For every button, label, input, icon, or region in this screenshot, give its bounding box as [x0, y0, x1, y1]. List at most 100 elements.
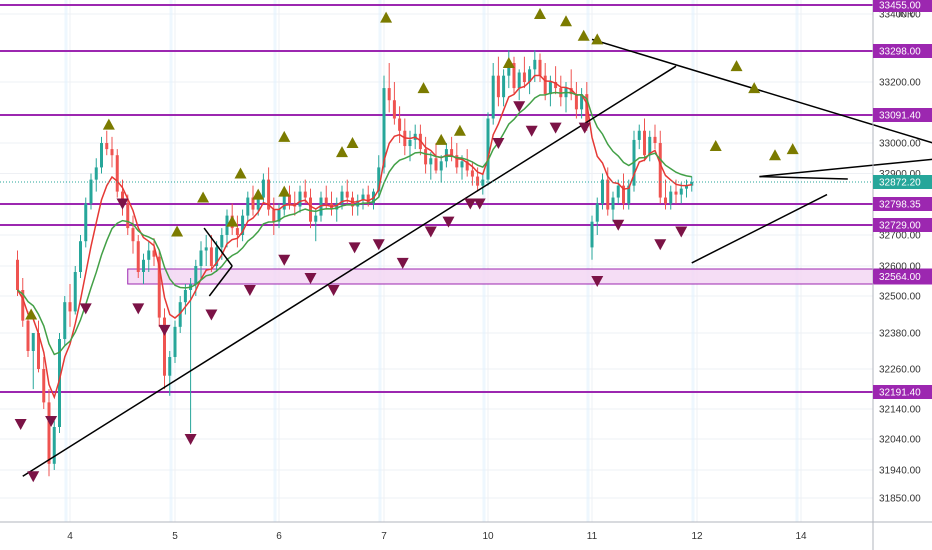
candle-body: [267, 179, 271, 210]
trendline[interactable]: [759, 152, 932, 178]
candle-body: [455, 155, 459, 168]
candle-body: [616, 185, 620, 198]
time-tick-label: 7: [381, 531, 387, 542]
level-price-label: 32191.40: [879, 388, 921, 399]
candle-body: [496, 75, 500, 98]
sell-signal-triangle: [464, 198, 477, 210]
horizontal-levels: [0, 4, 873, 393]
candle-body: [627, 185, 631, 204]
candle-body: [460, 161, 464, 168]
sell-signal-triangle: [424, 226, 437, 238]
candle-body: [669, 191, 673, 204]
candle-body: [450, 149, 454, 156]
level-price-label-bg: [873, 44, 932, 58]
trendline[interactable]: [759, 175, 848, 180]
candle-body: [256, 197, 260, 210]
trendline[interactable]: [203, 227, 233, 267]
candle-body: [209, 247, 213, 266]
candle-body: [68, 302, 72, 312]
price-labels: 33455.00 33298.00 33091.40 32798.35 32729.00…: [0, 0, 932, 399]
price-tick-label: 33000.00: [879, 139, 921, 150]
candle-body: [476, 176, 480, 186]
buy-signal-triangle: [769, 149, 781, 161]
candle-body: [517, 72, 521, 89]
signal-markers: [14, 8, 799, 483]
price-axis[interactable]: 33400.00 33200.00 33000.00 32900.00 32700.00…: [879, 10, 921, 505]
sell-signal-triangle: [549, 122, 562, 134]
candle-body: [548, 82, 552, 95]
candle-body: [199, 250, 203, 266]
sell-signal-triangle: [473, 198, 486, 210]
candle-body: [491, 75, 495, 119]
price-tick-label: 32260.00: [879, 365, 921, 376]
candle-body: [486, 118, 490, 180]
grid: [0, 0, 873, 522]
buy-signal-triangle: [25, 308, 38, 320]
time-tick-label: 4: [67, 531, 73, 542]
level-price-label: 32798.35: [879, 200, 921, 211]
candle-body: [408, 139, 412, 147]
candle-body: [345, 191, 349, 198]
buy-signal-triangle: [171, 225, 184, 237]
buy-signal-triangle: [577, 29, 590, 41]
candle-body: [361, 194, 365, 201]
candle-body: [595, 203, 599, 222]
level-price-label-bg: [873, 108, 932, 122]
candle-body: [429, 158, 433, 165]
candle-body: [502, 75, 506, 98]
candle-body: [590, 221, 594, 248]
sell-signal-triangle: [45, 416, 58, 427]
price-tick-label: 31850.00: [879, 494, 921, 505]
candle-body: [637, 130, 641, 140]
time-axis[interactable]: 4 5 6 7 10 11 12 14: [67, 531, 807, 542]
support-zone: [127, 268, 932, 285]
candle-body: [340, 191, 344, 204]
trendline[interactable]: [22, 65, 677, 477]
sell-signal-triangle: [654, 239, 667, 251]
sell-signal-triangle: [442, 216, 455, 228]
buy-signal-triangle: [336, 146, 348, 158]
candle-body: [653, 136, 657, 143]
trendline[interactable]: [591, 38, 932, 161]
sell-signal-triangle: [513, 101, 526, 113]
candle-body: [163, 317, 166, 376]
candle-body: [277, 209, 281, 222]
time-tick-label: 10: [482, 531, 494, 542]
sell-signal-triangle: [79, 303, 92, 315]
candle-body: [664, 197, 667, 204]
sell-signal-triangle: [327, 285, 340, 296]
candle-body: [121, 191, 124, 204]
candle-body: [606, 179, 610, 210]
candle-body: [94, 167, 98, 180]
candle-body: [356, 200, 360, 207]
sell-signal-triangle: [158, 324, 171, 336]
candle-body: [42, 369, 46, 403]
sell-signal-triangle: [675, 226, 688, 238]
candle-body: [522, 72, 526, 82]
sell-signal-triangle: [591, 276, 604, 287]
buy-signal-triangle: [380, 11, 393, 23]
candle-body: [538, 59, 542, 76]
candle-body: [470, 170, 474, 177]
trendline[interactable]: [691, 193, 828, 264]
price-tick-label: 32040.00: [879, 435, 921, 446]
buy-signal-triangle: [252, 188, 265, 200]
sell-signal-triangle: [612, 219, 625, 231]
level-price-label-bg: [873, 197, 932, 211]
candle-body: [204, 247, 208, 251]
candle-body: [690, 182, 694, 186]
candle-body: [261, 179, 265, 198]
buy-signal-triangle: [560, 15, 572, 27]
sell-signal-triangle: [205, 309, 218, 321]
moving-averages: [16, 74, 692, 400]
candle-body: [178, 302, 182, 327]
candle-body: [131, 228, 135, 242]
buy-signal-triangle: [786, 143, 799, 155]
candle-body: [89, 179, 93, 204]
sell-signal-triangle: [492, 138, 505, 149]
candle-body: [424, 149, 428, 165]
level-price-label-bg: [873, 0, 932, 12]
time-tick-label: 11: [587, 531, 598, 542]
trendline[interactable]: [208, 265, 233, 297]
